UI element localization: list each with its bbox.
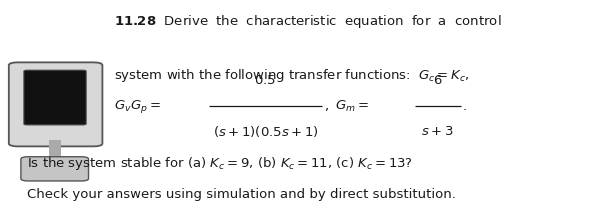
FancyBboxPatch shape — [9, 62, 103, 146]
Text: $(s+1)(0.5s+1)$: $(s+1)(0.5s+1)$ — [213, 124, 318, 139]
Text: $6$: $6$ — [433, 74, 442, 87]
FancyBboxPatch shape — [49, 139, 60, 163]
FancyBboxPatch shape — [24, 70, 86, 125]
Text: $0.5$: $0.5$ — [254, 74, 276, 87]
Text: Is the system stable for (a) $K_c = 9$, (b) $K_c = 11$, (c) $K_c = 13?$: Is the system stable for (a) $K_c = 9$, … — [27, 155, 413, 172]
Text: $\bf{11.28}$  Derive  the  characteristic  equation  for  a  control: $\bf{11.28}$ Derive the characteristic e… — [114, 13, 502, 29]
Text: .: . — [463, 100, 467, 113]
Text: system with the following transfer functions:  $G_c = K_c,$: system with the following transfer funct… — [114, 67, 470, 84]
Text: $G_v G_p = $: $G_v G_p = $ — [114, 98, 161, 115]
Text: ,: , — [324, 100, 328, 113]
FancyBboxPatch shape — [21, 157, 89, 181]
Text: $G_m = $: $G_m = $ — [335, 99, 369, 114]
Text: Check your answers using simulation and by direct substitution.: Check your answers using simulation and … — [27, 188, 456, 201]
Text: $s+3$: $s+3$ — [422, 125, 454, 138]
